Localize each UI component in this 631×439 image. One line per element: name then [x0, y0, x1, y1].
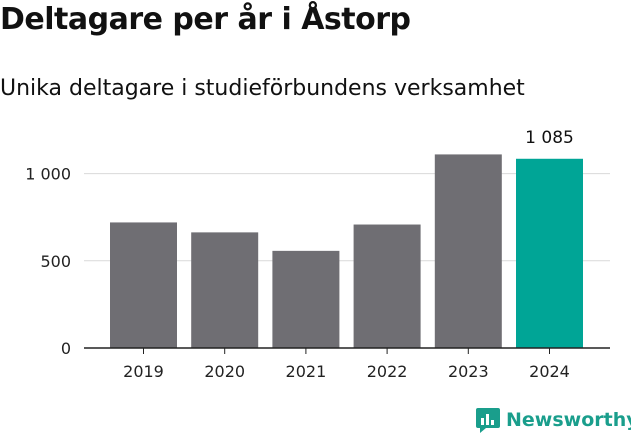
newsworthy-logo: Newsworthy [475, 406, 631, 434]
data-label: 1 085 [525, 128, 574, 148]
x-tick-label: 2020 [204, 362, 245, 381]
bar-2023 [434, 154, 502, 348]
bar-2020 [191, 232, 259, 348]
bar-2021 [272, 250, 340, 348]
x-tick-label: 2024 [529, 362, 570, 381]
x-tick-label: 2022 [367, 362, 408, 381]
bar-2022 [353, 224, 421, 348]
chart-title: Deltagare per år i Åstorp [0, 2, 411, 37]
x-tick-label: 2021 [286, 362, 327, 381]
y-tick-label: 0 [61, 339, 71, 358]
y-tick-label: 1 000 [25, 165, 71, 184]
brand-name: Newsworthy [506, 409, 631, 431]
y-tick-label: 500 [40, 252, 71, 271]
x-tick-label: 2019 [123, 362, 164, 381]
x-tick-label: 2023 [448, 362, 489, 381]
chart-subtitle: Unika deltagare i studieförbundens verks… [0, 76, 525, 101]
bar-2019 [110, 222, 177, 348]
bar-2024 [516, 158, 583, 348]
bar-chart: 0 500 1 000 2019 2020 2021 2022 2023 2024 1 085 [25, 128, 610, 381]
newsworthy-chart-icon [476, 408, 500, 433]
